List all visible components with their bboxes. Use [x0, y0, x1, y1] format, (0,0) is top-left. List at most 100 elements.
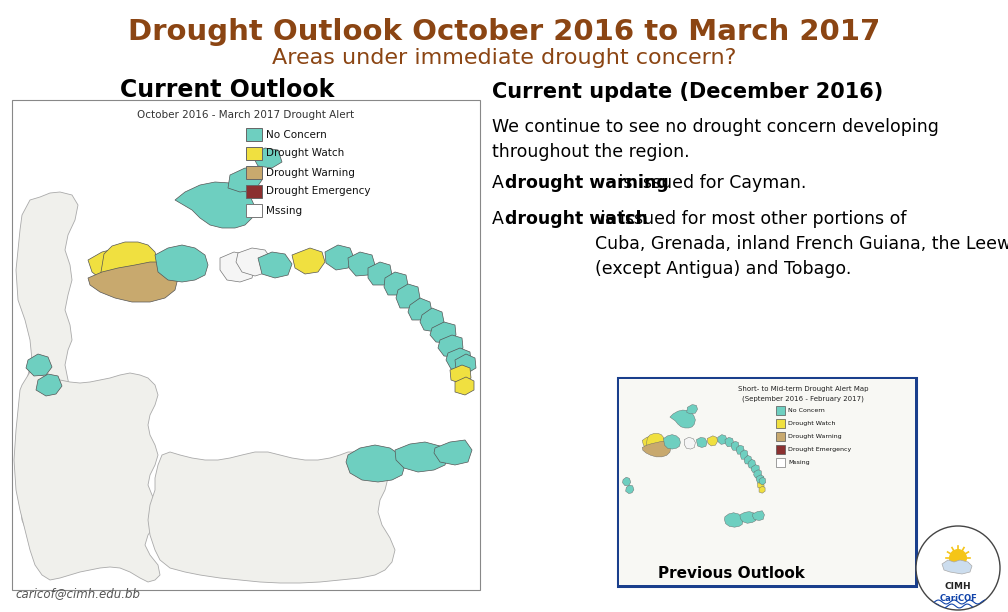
- Polygon shape: [757, 482, 764, 489]
- Polygon shape: [348, 252, 375, 276]
- Polygon shape: [155, 245, 208, 282]
- Text: Drought Watch: Drought Watch: [788, 421, 836, 426]
- Text: A: A: [492, 174, 509, 192]
- Polygon shape: [14, 372, 160, 582]
- Text: caricof@cimh.edu.bb: caricof@cimh.edu.bb: [15, 587, 140, 600]
- Polygon shape: [236, 248, 272, 276]
- Text: No Concern: No Concern: [788, 408, 825, 413]
- Polygon shape: [686, 405, 698, 414]
- Polygon shape: [732, 441, 739, 450]
- Text: is issued for most other portions of
Cuba, Grenada, inland French Guiana, the Le: is issued for most other portions of Cub…: [595, 210, 1008, 278]
- Polygon shape: [663, 435, 680, 449]
- Text: October 2016 - March 2017 Drought Alert: October 2016 - March 2017 Drought Alert: [137, 110, 355, 120]
- Text: A: A: [492, 210, 509, 228]
- Bar: [246, 166, 262, 179]
- Polygon shape: [725, 513, 743, 527]
- Text: CariCOF: CariCOF: [939, 594, 977, 603]
- Polygon shape: [438, 335, 463, 357]
- Polygon shape: [88, 262, 178, 302]
- Polygon shape: [744, 455, 752, 464]
- Bar: [246, 185, 262, 198]
- Text: drought watch: drought watch: [505, 210, 648, 228]
- Polygon shape: [737, 445, 744, 454]
- Text: Areas under immediate drought concern?: Areas under immediate drought concern?: [272, 48, 736, 68]
- Text: Short- to Mid-term Drought Alert Map: Short- to Mid-term Drought Alert Map: [738, 386, 868, 392]
- Polygon shape: [450, 365, 471, 384]
- Polygon shape: [100, 242, 158, 287]
- Polygon shape: [623, 477, 631, 486]
- Polygon shape: [252, 148, 282, 168]
- Text: :: :: [800, 82, 807, 102]
- Bar: [776, 445, 785, 454]
- Text: Drought Emergency: Drought Emergency: [266, 187, 371, 196]
- Polygon shape: [718, 435, 727, 444]
- Polygon shape: [395, 442, 448, 472]
- Polygon shape: [430, 322, 456, 343]
- Polygon shape: [346, 445, 405, 482]
- Polygon shape: [642, 436, 661, 452]
- Circle shape: [916, 526, 1000, 610]
- Text: Mssing: Mssing: [788, 460, 809, 465]
- Polygon shape: [455, 354, 476, 374]
- Bar: [618, 378, 916, 586]
- Polygon shape: [756, 475, 764, 483]
- Polygon shape: [740, 450, 748, 459]
- Polygon shape: [420, 308, 444, 332]
- Polygon shape: [759, 477, 766, 485]
- Polygon shape: [751, 465, 759, 473]
- Polygon shape: [368, 262, 392, 285]
- Polygon shape: [220, 252, 255, 282]
- Text: Mssing: Mssing: [266, 206, 302, 215]
- Text: Current Outlook: Current Outlook: [120, 78, 335, 102]
- Polygon shape: [684, 438, 696, 449]
- Polygon shape: [396, 284, 420, 308]
- Bar: [246, 147, 262, 160]
- Polygon shape: [446, 348, 471, 370]
- Polygon shape: [759, 486, 765, 493]
- Text: CIMH: CIMH: [944, 582, 972, 591]
- Polygon shape: [752, 511, 764, 521]
- Text: drought warning: drought warning: [505, 174, 668, 192]
- Polygon shape: [408, 298, 432, 320]
- Polygon shape: [16, 192, 78, 560]
- Polygon shape: [36, 374, 62, 396]
- Text: Current update (December 2016): Current update (December 2016): [492, 82, 883, 102]
- Polygon shape: [26, 354, 52, 376]
- Polygon shape: [670, 410, 696, 428]
- Bar: [776, 458, 785, 467]
- Bar: [619, 379, 915, 585]
- Polygon shape: [88, 248, 148, 288]
- Text: Drought Warning: Drought Warning: [266, 168, 355, 177]
- Polygon shape: [228, 168, 262, 192]
- Circle shape: [949, 549, 967, 567]
- Polygon shape: [942, 560, 972, 574]
- Polygon shape: [748, 459, 756, 469]
- Polygon shape: [258, 252, 292, 278]
- Bar: [246, 204, 262, 217]
- Polygon shape: [697, 438, 708, 447]
- Text: Drought Warning: Drought Warning: [788, 434, 842, 439]
- Polygon shape: [626, 485, 634, 494]
- Text: is issued for Cayman.: is issued for Cayman.: [613, 174, 806, 192]
- Text: Drought Watch: Drought Watch: [266, 149, 345, 159]
- Polygon shape: [325, 245, 354, 270]
- Text: We continue to see no drought concern developing
throughout the region.: We continue to see no drought concern de…: [492, 118, 938, 161]
- Text: No Concern: No Concern: [266, 130, 327, 140]
- Polygon shape: [384, 272, 408, 295]
- Text: (September 2016 - February 2017): (September 2016 - February 2017): [742, 395, 864, 401]
- Polygon shape: [434, 440, 472, 465]
- Text: Previous Outlook: Previous Outlook: [658, 566, 804, 581]
- Polygon shape: [175, 182, 255, 228]
- Bar: [776, 406, 785, 415]
- Text: Drought Outlook October 2016 to March 2017: Drought Outlook October 2016 to March 20…: [128, 18, 880, 46]
- Bar: [776, 432, 785, 441]
- Polygon shape: [740, 512, 757, 523]
- Bar: [12, 100, 480, 590]
- Polygon shape: [455, 377, 474, 395]
- Polygon shape: [642, 441, 671, 457]
- Polygon shape: [292, 248, 325, 274]
- Polygon shape: [708, 436, 718, 446]
- Text: Drought Emergency: Drought Emergency: [788, 447, 851, 452]
- Polygon shape: [725, 438, 734, 447]
- Polygon shape: [646, 433, 664, 451]
